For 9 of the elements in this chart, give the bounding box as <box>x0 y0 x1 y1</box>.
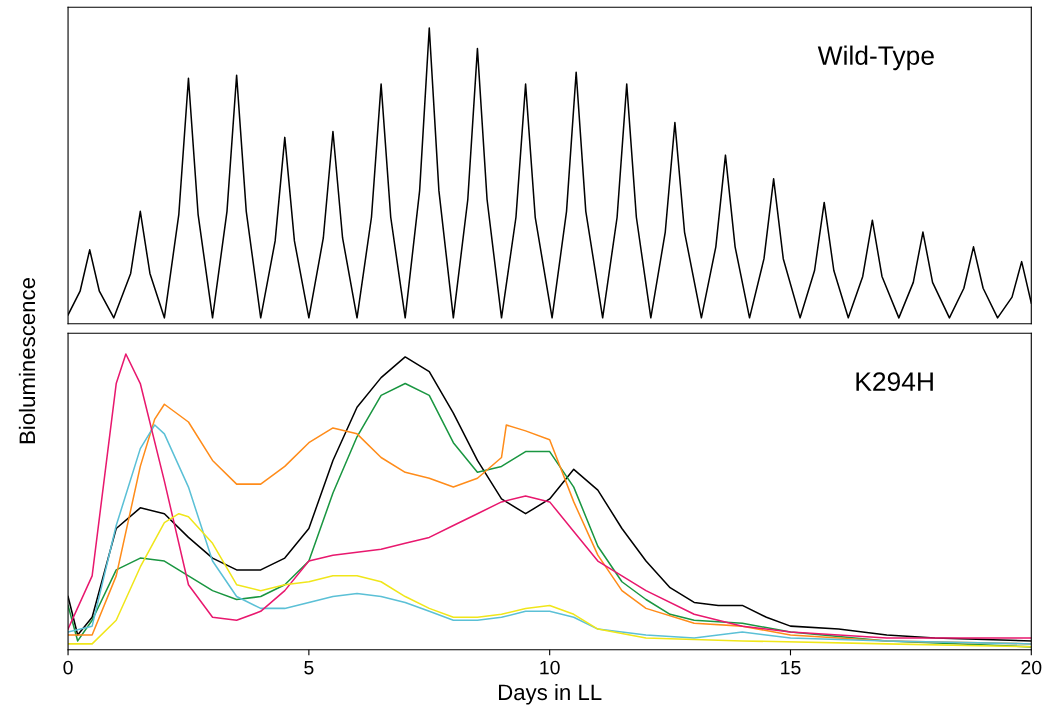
x-tick-label: 5 <box>304 660 314 675</box>
x-axis-title: Days in LL <box>499 683 602 705</box>
y-axis-title: Bioluminescence <box>18 277 36 444</box>
x-tick-label: 20 <box>1021 660 1042 675</box>
x-tick-label: 15 <box>781 660 801 675</box>
x-tick-label: 10 <box>540 660 560 675</box>
x-tick-label: 0 <box>63 660 73 675</box>
annotation: Wild-Type <box>817 45 934 71</box>
annotation: K294H <box>856 372 933 391</box>
